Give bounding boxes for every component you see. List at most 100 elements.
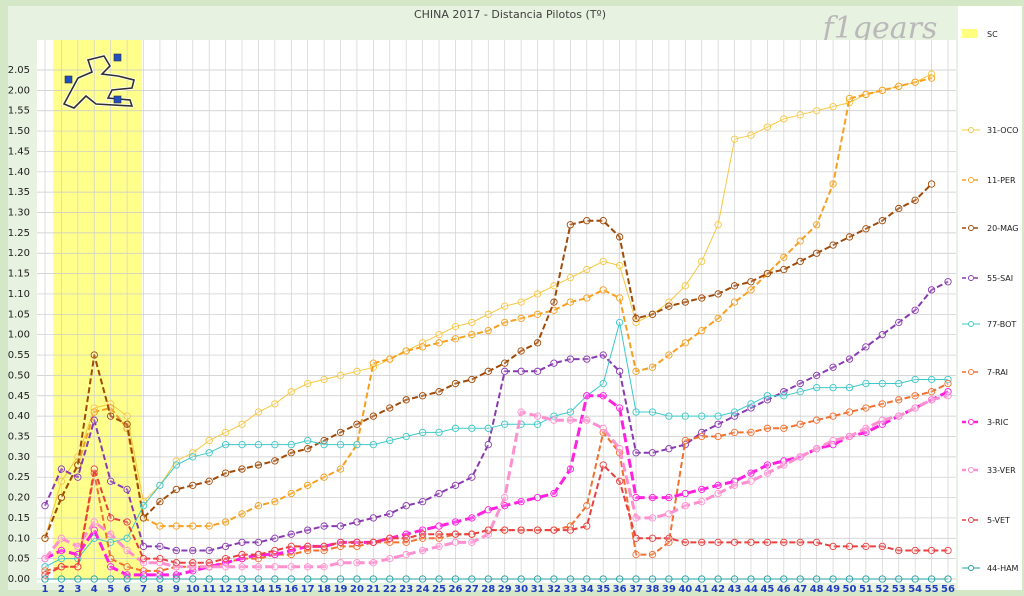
y-tick-label: 0.45 [8, 391, 30, 402]
data-point-7-RAI [796, 420, 804, 428]
data-point-11-PER [829, 180, 837, 188]
x-tick-label: 31 [531, 584, 545, 595]
data-point-33-VER [468, 538, 476, 547]
data-point-33-VER [418, 546, 427, 555]
plot-layer: 0.00 0.05 0.10 0.15 0.20 0.25 0.30 0.35 0.40 0.45… [8, 40, 956, 595]
data-point-55-SAI [238, 538, 246, 547]
data-point-3-RIC [681, 489, 689, 498]
data-point-7-RAI [862, 404, 870, 412]
x-tick-label: 34 [580, 584, 594, 595]
track-marker [113, 53, 122, 62]
data-point-44-HAM [123, 575, 131, 583]
data-point-11-PER [418, 343, 427, 351]
data-point-55-SAI [287, 530, 295, 538]
data-point-55-SAI [205, 546, 213, 555]
data-point-55-SAI [386, 510, 394, 518]
data-point-31-OCO [747, 131, 755, 139]
data-point-55-SAI [402, 502, 410, 510]
data-point-5-VET [780, 538, 788, 547]
data-point-44-HAM [878, 575, 886, 583]
x-tick-label: 33 [563, 584, 577, 595]
data-point-31-OCO [533, 290, 542, 298]
track-marker [113, 95, 122, 104]
data-point-44-HAM [780, 575, 788, 583]
data-point-7-RAI [813, 416, 821, 424]
data-point-11-PER [172, 522, 180, 530]
x-tick-label: 19 [334, 584, 348, 595]
data-point-5-VET [714, 538, 722, 547]
data-point-33-VER [271, 563, 279, 571]
y-tick-label: 0.20 [8, 493, 30, 504]
data-point-33-VER [320, 563, 328, 571]
data-point-33-VER [632, 514, 640, 522]
data-point-44-HAM [271, 575, 279, 583]
data-point-20-MAG [74, 461, 82, 469]
data-point-33-VER [287, 563, 295, 571]
data-point-77-BOT [271, 440, 279, 449]
x-tick-label: 8 [156, 584, 163, 595]
data-point-11-PER [632, 367, 640, 375]
data-point-55-SAI [172, 546, 180, 555]
legend-label-55-SAI: 55-SAI [987, 274, 1013, 283]
data-point-77-BOT [353, 440, 361, 449]
data-point-5-VET [468, 530, 476, 538]
track-map-icon [61, 53, 136, 110]
data-point-7-RAI [583, 502, 591, 510]
data-point-77-BOT [254, 440, 263, 449]
data-point-7-RAI [763, 424, 772, 432]
data-point-3-RIC [599, 392, 607, 400]
data-point-5-VET [813, 538, 821, 547]
data-point-55-SAI [320, 522, 328, 530]
x-tick-label: 51 [859, 584, 873, 595]
data-point-33-VER [533, 412, 542, 420]
data-point-20-MAG [501, 359, 509, 367]
data-point-44-HAM [813, 575, 821, 583]
data-point-77-BOT [632, 408, 640, 416]
data-point-20-MAG [353, 420, 361, 428]
data-point-31-OCO [238, 420, 246, 428]
data-point-33-VER [796, 453, 804, 461]
data-point-5-VET [829, 542, 837, 551]
data-point-55-SAI [632, 449, 640, 457]
data-point-20-MAG [533, 339, 542, 347]
x-tick-label: 9 [173, 584, 180, 595]
data-point-77-BOT [304, 436, 312, 445]
data-point-20-MAG [566, 221, 575, 229]
y-tick-label: 1.45 [8, 146, 30, 157]
data-point-44-HAM [895, 575, 903, 583]
data-point-3-RIC [484, 506, 492, 514]
data-point-11-PER [402, 347, 410, 355]
data-point-31-OCO [451, 322, 460, 331]
data-point-44-HAM [139, 575, 148, 583]
data-point-20-MAG [615, 233, 624, 241]
data-point-11-PER [320, 473, 328, 481]
data-point-55-SAI [517, 367, 525, 375]
data-point-5-VET [205, 559, 213, 567]
y-tick-label: 0.10 [8, 533, 30, 544]
data-point-3-RIC [698, 485, 706, 494]
data-point-5-VET [451, 530, 460, 538]
data-point-77-BOT [451, 424, 460, 432]
data-point-44-HAM [665, 575, 673, 583]
data-point-20-MAG [90, 351, 98, 359]
data-point-3-RIC [632, 493, 640, 502]
data-point-11-PER [336, 465, 345, 473]
series-line-5-VET [44, 464, 948, 576]
data-point-77-BOT [911, 375, 919, 384]
legend-marker-44-HAM [968, 565, 974, 571]
data-point-7-RAI [829, 412, 837, 420]
data-point-33-VER [747, 477, 755, 485]
data-point-5-VET [57, 563, 66, 571]
data-point-5-VET [353, 538, 361, 547]
data-point-55-SAI [648, 449, 657, 457]
data-point-20-MAG [681, 298, 689, 306]
data-point-3-RIC [648, 493, 657, 502]
data-point-5-VET [763, 538, 772, 547]
data-point-31-OCO [550, 282, 558, 290]
y-tick-label: 1.10 [8, 289, 30, 300]
y-tick-label: 0.40 [8, 411, 30, 422]
data-point-11-PER [517, 314, 525, 323]
data-point-33-VER [583, 416, 591, 424]
y-tick-label: 0.50 [8, 370, 30, 381]
legend-marker-77-BOT [968, 321, 974, 327]
